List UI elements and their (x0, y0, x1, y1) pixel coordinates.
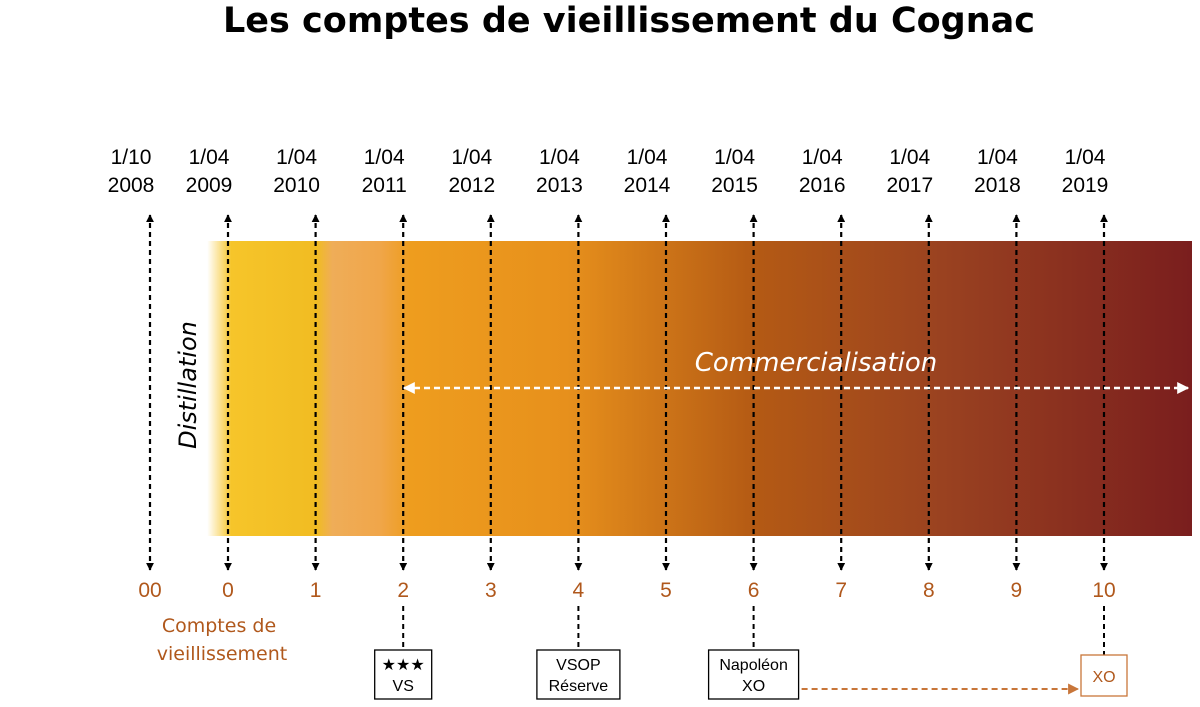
marker-year: 2017 (886, 174, 933, 197)
marker-day: 1/04 (1065, 146, 1106, 169)
marker-day: 1/04 (276, 146, 317, 169)
marker-year: 2009 (186, 174, 233, 197)
grade-box-frame (536, 649, 621, 700)
marker-count: 7 (835, 579, 847, 602)
marker-count: 10 (1092, 579, 1115, 602)
marker-day: 1/04 (539, 146, 580, 169)
marker-day: 1/04 (189, 146, 230, 169)
grade-box-line: XO (742, 678, 765, 695)
marker-count: 9 (1011, 579, 1023, 602)
grade-box: XO (1080, 606, 1128, 697)
commercialisation-label: Commercialisation (695, 348, 938, 378)
marker-year: 2014 (624, 174, 671, 197)
timeline-marker: 1/04 2015 6 (711, 146, 759, 602)
marker-year: 2019 (1062, 174, 1109, 197)
timeline-marker: 1/04 2014 5 (624, 146, 672, 602)
marker-day: 1/04 (802, 146, 843, 169)
timeline-marker: 1/04 2010 1 (273, 146, 321, 602)
comptes-label-line2: vieillissement (157, 643, 288, 665)
marker-year: 2012 (448, 174, 495, 197)
timeline-markers: 1/102008001/04200901/04201011/04201121/0… (108, 146, 1116, 602)
timeline-marker: 1/04 2016 7 (799, 146, 847, 602)
timeline-marker: 1/04 2019 10 (1062, 146, 1116, 602)
marker-day: 1/04 (714, 146, 755, 169)
grade-box: Napoléon XO (707, 606, 800, 700)
marker-day: 1/04 (451, 146, 492, 169)
grade-box-line: VSOP (556, 657, 600, 674)
grade-boxes: ★★★ VS VSOP Réserve Napoléon XO XO (374, 606, 1128, 700)
marker-year: 2018 (974, 174, 1021, 197)
grade-box-line: Réserve (549, 678, 609, 695)
marker-count: 2 (397, 579, 409, 602)
grade-box-line: VS (393, 678, 414, 695)
marker-day: 1/04 (627, 146, 668, 169)
distillation-label: Distillation (174, 321, 202, 449)
marker-count: 00 (138, 579, 161, 602)
marker-count: 5 (660, 579, 672, 602)
marker-count: 1 (310, 579, 322, 602)
timeline-marker: 1/04 2012 3 (448, 146, 496, 602)
marker-count: 0 (222, 579, 234, 602)
marker-year: 2013 (536, 174, 583, 197)
timeline-marker: 1/10 2008 00 (108, 146, 162, 602)
grade-box: ★★★ VS (374, 606, 433, 700)
marker-count: 4 (573, 579, 585, 602)
grade-box-frame (707, 649, 800, 700)
page-title: Les comptes de vieillissement du Cognac (223, 1, 1035, 41)
marker-year: 2016 (799, 174, 846, 197)
timeline-marker: 1/04 2013 4 (536, 146, 585, 602)
marker-day: 1/04 (977, 146, 1018, 169)
marker-day: 1/10 (111, 146, 152, 169)
timeline-marker: 1/04 2009 0 (186, 146, 234, 602)
grade-box-line: XO (1092, 669, 1115, 686)
marker-year: 2015 (711, 174, 758, 197)
marker-day: 1/04 (889, 146, 930, 169)
marker-count: 3 (485, 579, 497, 602)
timeline-marker: 1/04 2017 8 (886, 146, 934, 602)
marker-count: 6 (748, 579, 760, 602)
grade-box-frame (1080, 654, 1128, 697)
grade-box-line: ★★★ (382, 657, 425, 674)
comptes-label-line1: Comptes de (162, 615, 276, 637)
marker-count: 8 (923, 579, 935, 602)
timeline-marker: 1/04 2018 9 (974, 146, 1022, 602)
marker-day: 1/04 (364, 146, 405, 169)
grade-box-line: Napoléon (719, 657, 788, 674)
marker-year: 2010 (273, 174, 320, 197)
marker-year: 2008 (108, 174, 155, 197)
grade-box: VSOP Réserve (536, 606, 621, 700)
timeline-marker: 1/04 2011 2 (362, 146, 409, 602)
grade-box-frame (374, 649, 433, 700)
marker-year: 2011 (362, 174, 407, 197)
